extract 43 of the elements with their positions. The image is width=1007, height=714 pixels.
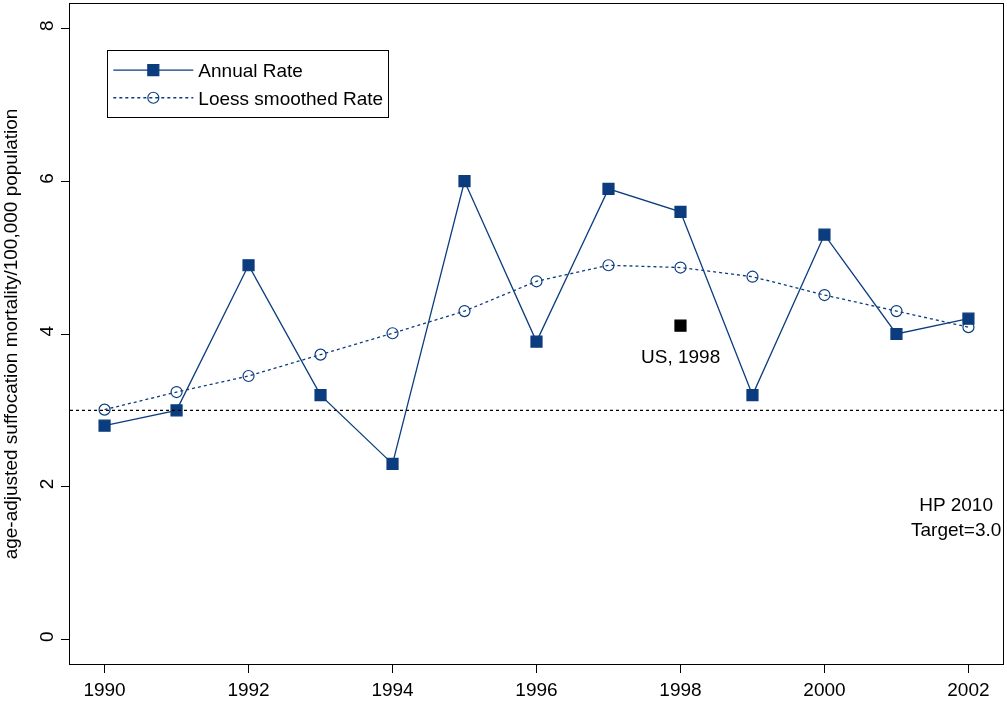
point — [674, 205, 687, 218]
x-tick-label: 1990 — [83, 678, 126, 700]
y-tick-label: 6 — [36, 173, 58, 184]
annotation: US, 1998 — [641, 346, 721, 367]
point — [458, 304, 471, 318]
point — [602, 182, 615, 195]
y-axis-title: age-adjusted suffocation mortality/100,000 population — [0, 108, 21, 560]
point — [314, 389, 327, 402]
point — [314, 348, 327, 361]
y-tick-label: 2 — [36, 478, 58, 490]
annotation: HP 2010 Target=3.0 — [911, 494, 1002, 540]
point — [674, 261, 687, 274]
x-tick-label: 1998 — [659, 678, 702, 700]
point — [98, 403, 111, 416]
point — [386, 457, 399, 470]
legend-label: Loess smoothed Rate — [198, 88, 384, 110]
point — [458, 175, 471, 188]
x-tick-label: 1994 — [371, 678, 415, 700]
x-tick-label: 2000 — [803, 678, 846, 700]
x-tick-label: 1996 — [515, 678, 558, 700]
point — [602, 259, 615, 272]
point — [98, 419, 111, 432]
point — [170, 385, 183, 399]
point — [674, 319, 687, 332]
point — [242, 369, 255, 383]
y-tick-label: 4 — [36, 325, 58, 337]
point — [530, 335, 543, 348]
point — [530, 275, 543, 288]
point — [890, 327, 903, 341]
point — [890, 304, 903, 318]
y-tick-label: 0 — [36, 631, 58, 642]
point — [962, 312, 975, 325]
x-tick-label: 1992 — [227, 678, 270, 700]
point — [386, 327, 399, 340]
point — [746, 270, 759, 283]
point — [818, 288, 831, 302]
y-tick-label: 8 — [36, 20, 58, 31]
point — [170, 404, 183, 417]
point — [242, 259, 255, 272]
point — [746, 389, 759, 402]
legend-label: Annual Rate — [198, 60, 303, 82]
x-tick-label: 2002 — [947, 678, 990, 700]
point — [818, 228, 831, 241]
